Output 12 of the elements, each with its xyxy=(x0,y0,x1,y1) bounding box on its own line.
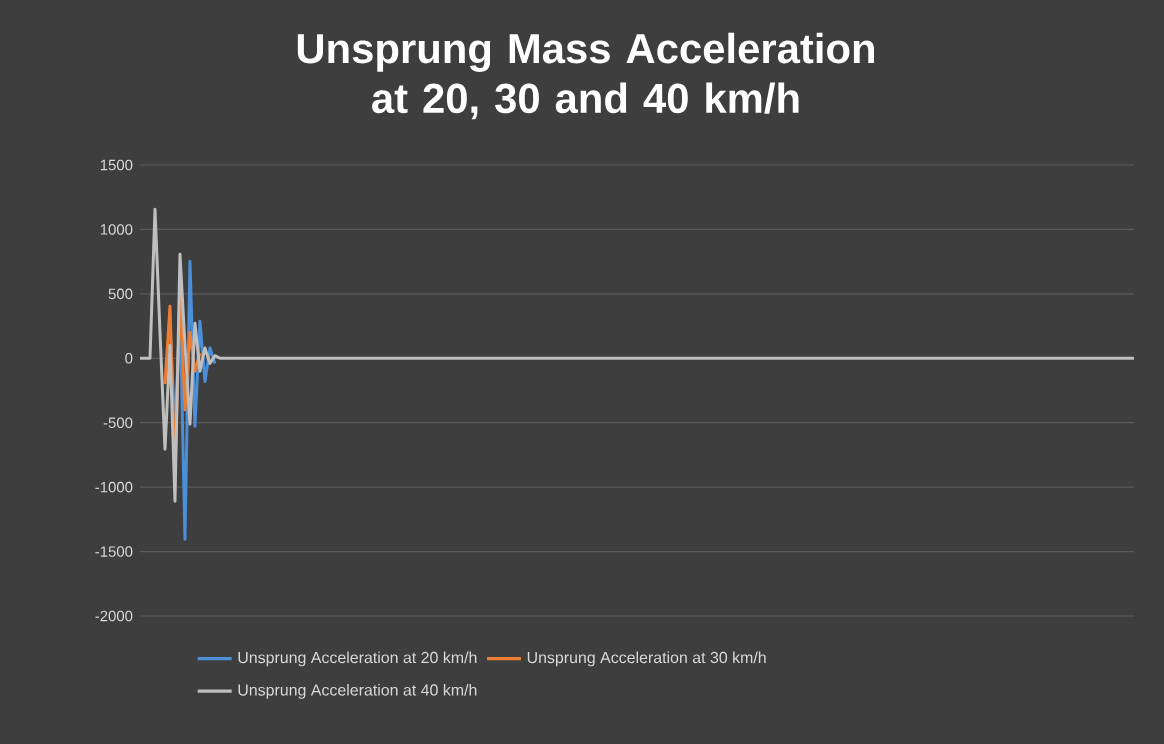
y-tick-label: -1500 xyxy=(95,546,133,557)
y-tick-label: -1000 xyxy=(95,481,133,493)
y-tick-label: 1000 xyxy=(100,224,133,235)
y-tick-label: 0 xyxy=(125,352,133,364)
y-tick-label: -500 xyxy=(103,417,133,429)
legend-label: Unsprung Acceleration at 20 km/h xyxy=(238,651,477,667)
legend-label: Unsprung Acceleration at 30 km/h xyxy=(527,651,766,667)
y-tick-label: -2000 xyxy=(95,610,133,622)
y-tick-label: 500 xyxy=(108,288,133,300)
legend-label: Unsprung Acceleration at 40 km/h xyxy=(238,683,477,699)
y-tick-label: 1500 xyxy=(100,159,133,171)
chart-title: Unsprung Mass Acceleration at 20, 30 and 40 km/h xyxy=(297,32,874,120)
